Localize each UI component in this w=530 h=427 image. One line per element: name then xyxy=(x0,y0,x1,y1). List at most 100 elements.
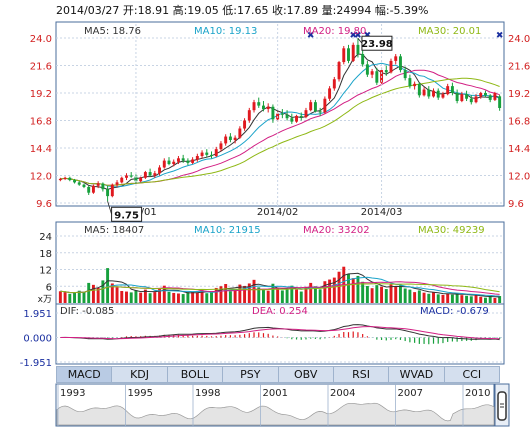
volume-bar xyxy=(488,296,492,303)
volume-bar xyxy=(318,289,322,303)
volume-bar xyxy=(389,284,393,303)
candle-body xyxy=(77,182,81,185)
candle-body xyxy=(176,158,180,162)
candle-body xyxy=(101,183,105,190)
candle-body xyxy=(115,182,119,185)
history-year-label: 2007 xyxy=(398,388,423,399)
candle-body xyxy=(295,115,298,122)
volume-bar xyxy=(143,289,147,303)
candle-body xyxy=(143,172,147,178)
candle-body xyxy=(243,120,247,129)
volume-bar xyxy=(337,271,341,303)
candle-body xyxy=(167,160,171,165)
volume-bar xyxy=(493,297,497,303)
volume-bar xyxy=(465,295,469,303)
volume-bar xyxy=(257,287,261,303)
volume-bar xyxy=(271,283,275,303)
price-ytick-left: 9.6 xyxy=(36,199,52,210)
volume-bar xyxy=(110,283,114,303)
candle-body xyxy=(460,94,464,102)
price-ma5-line xyxy=(60,53,500,191)
range-slider-handle[interactable] xyxy=(494,383,510,427)
price-ytick-right: 12.0 xyxy=(508,172,530,183)
candle-body xyxy=(474,96,478,103)
candle-body xyxy=(120,177,124,183)
volume-bar xyxy=(323,281,327,303)
candle-body xyxy=(195,156,199,160)
date-tick-label: 2014/03 xyxy=(361,207,403,218)
candle-body xyxy=(328,88,332,99)
candle-body xyxy=(233,137,237,140)
candle-body xyxy=(205,152,209,155)
candle-body xyxy=(139,177,143,182)
volume-bar xyxy=(436,294,440,303)
candle-body xyxy=(441,94,445,98)
tab-obv[interactable]: OBV xyxy=(279,367,334,382)
volume-bar xyxy=(422,292,426,303)
tab-boll[interactable]: BOLL xyxy=(168,367,224,382)
volume-bar xyxy=(129,292,133,303)
volume-bar xyxy=(356,275,360,303)
history-year-label: 2001 xyxy=(263,388,288,399)
volume-bar xyxy=(380,286,384,303)
candle-body xyxy=(309,102,313,111)
volume-ma10-line xyxy=(60,276,500,297)
tab-kdj[interactable]: KDJ xyxy=(112,367,168,382)
tab-wvad[interactable]: WVAD xyxy=(389,367,445,382)
history-year-label: 1993 xyxy=(60,388,85,399)
price-ytick-left: 12.0 xyxy=(30,172,52,183)
volume-bar xyxy=(384,289,388,303)
volume-bar xyxy=(148,293,152,303)
candle-body xyxy=(361,54,365,65)
tab-rsi[interactable]: RSI xyxy=(334,367,390,382)
candle-body xyxy=(488,95,492,100)
candle-body xyxy=(318,111,322,113)
volume-bar xyxy=(479,296,483,303)
candle-body xyxy=(181,158,185,161)
candle-body xyxy=(450,86,454,93)
candle-body xyxy=(63,177,67,179)
candle-body xyxy=(498,96,502,109)
candle-body xyxy=(91,185,95,193)
candle-body xyxy=(148,172,152,176)
candle-body xyxy=(224,136,228,144)
macd-legend-item: DEA: 0.254 xyxy=(252,306,308,317)
candle-body xyxy=(280,113,284,115)
volume-bar xyxy=(243,285,247,303)
volume-bar xyxy=(176,293,180,303)
candle-body xyxy=(219,143,223,150)
price-ytick-right: 24.0 xyxy=(508,34,530,45)
tab-macd[interactable]: MACD xyxy=(57,367,113,382)
candle-body xyxy=(417,83,421,96)
candle-body xyxy=(469,98,473,103)
volume-bar xyxy=(120,290,124,303)
tab-cci[interactable]: CCI xyxy=(462,368,482,381)
candle-body xyxy=(158,167,162,174)
candle-body xyxy=(389,60,393,73)
volume-bar xyxy=(375,285,379,303)
price-ma30-line xyxy=(60,77,500,186)
volume-bar xyxy=(252,279,256,303)
price-legend-item: MA10: 19.13 xyxy=(194,26,257,37)
header-quote-text: 2014/03/27 开:18.91 高:19.05 低:17.65 收:17.… xyxy=(56,3,429,17)
candle-body xyxy=(58,178,62,181)
tab-psy[interactable]: PSY xyxy=(223,367,279,382)
candle-body xyxy=(484,93,487,96)
macd-dea-line xyxy=(60,326,500,340)
candle-body xyxy=(73,180,76,183)
volume-bar xyxy=(224,284,228,303)
candle-body xyxy=(228,136,232,140)
candle-body xyxy=(266,106,270,110)
volume-bar xyxy=(413,292,417,303)
candle-body xyxy=(200,152,204,157)
volume-bar xyxy=(403,288,407,303)
volume-bar xyxy=(219,286,223,303)
candle-body xyxy=(398,56,402,71)
volume-bar xyxy=(347,273,350,303)
candle-body xyxy=(238,128,242,138)
candle-body xyxy=(125,175,128,178)
macd-panel xyxy=(55,303,505,365)
volume-bar xyxy=(96,287,100,303)
candle-body xyxy=(106,189,110,197)
date-tick-label: 2014/02 xyxy=(257,207,299,218)
